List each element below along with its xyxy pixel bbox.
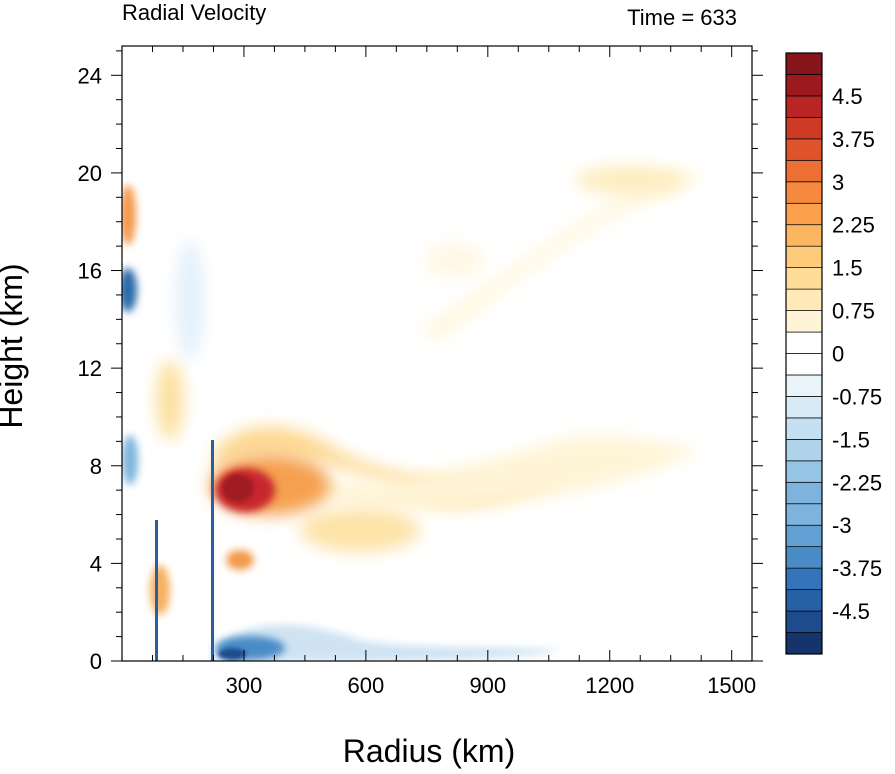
y-tick-label: 12 <box>78 356 102 381</box>
y-tick-label: 0 <box>90 649 102 674</box>
colorbar-bin <box>785 245 823 268</box>
colorbar-bin <box>785 74 823 97</box>
colorbar-bin <box>785 503 823 526</box>
colorbar-bin <box>785 95 823 118</box>
colorbar-bin <box>785 460 823 483</box>
field-inner-blue-mid <box>122 435 138 485</box>
colorbar-bin <box>785 567 823 590</box>
colorbar-bin <box>785 331 823 354</box>
field-inner-yellow <box>156 360 184 440</box>
colorbar-bin <box>785 589 823 612</box>
plot-border <box>121 45 753 662</box>
plot-area <box>122 46 752 661</box>
field-streak-2 <box>211 440 214 661</box>
colorbar-bin <box>785 396 823 419</box>
field-outflow-darkred <box>222 474 254 502</box>
colorbar-bin <box>785 52 823 75</box>
field-inflow-surface <box>210 624 560 661</box>
x-axis-ticks: 300 600 900 1200 1500 <box>151 46 756 698</box>
colorbar-label: 0.75 <box>832 299 875 324</box>
colorbar-bin <box>785 117 823 140</box>
colorbar-bin <box>785 374 823 397</box>
colorbar-label: 2.25 <box>832 213 875 238</box>
field-inner-blue-top <box>122 268 137 312</box>
field-inner-orange-low <box>150 565 170 615</box>
x-tick-label: 1200 <box>585 673 634 698</box>
y-tick-label: 16 <box>78 259 102 284</box>
chart-title-right: Time = 633 <box>627 5 737 30</box>
colorbar-border <box>785 52 823 655</box>
y-tick-label: 20 <box>78 161 102 186</box>
field-inflow-deep <box>218 648 246 660</box>
colorbar-bin <box>785 224 823 247</box>
colorbar-bin <box>785 202 823 226</box>
colorbar-bin <box>785 417 823 440</box>
colorbar-bin <box>785 310 823 333</box>
field-outflow-mid <box>300 508 420 552</box>
colorbar-label: -1.5 <box>832 427 870 452</box>
colorbar-bin <box>785 481 823 505</box>
y-axis-label: Height (km) <box>0 263 29 428</box>
colorbar-label: -0.75 <box>832 384 882 409</box>
field-outflow-outer <box>300 435 700 510</box>
colorbar-label: -3 <box>832 513 852 538</box>
x-axis-label: Radius (km) <box>343 733 515 769</box>
colorbar-label: 0 <box>832 342 844 367</box>
field-inner-orange-mid <box>226 550 254 570</box>
y-tick-label: 24 <box>78 63 102 88</box>
x-tick-label: 1500 <box>707 673 756 698</box>
x-tick-label: 300 <box>226 673 263 698</box>
colorbar-label: -4.5 <box>832 599 870 624</box>
colorbar-label: 3.75 <box>832 127 875 152</box>
colorbar-bin <box>785 353 823 376</box>
colorbar-bin <box>785 181 823 204</box>
y-tick-label: 8 <box>90 454 102 479</box>
colorbar-bin <box>785 138 823 161</box>
field-inner-lightblue <box>176 240 204 360</box>
colorbar-bin <box>785 267 823 290</box>
y-axis-ticks: 0 4 8 12 16 20 24 <box>78 50 763 674</box>
colorbar-label: 4.5 <box>832 84 863 109</box>
velocity-field <box>122 166 700 661</box>
field-streak-1 <box>155 520 158 661</box>
colorbar-bin <box>785 159 823 183</box>
colorbar: 4.5 3.75 3 2.25 1.5 0.75 0 -0.75 -1.5 -2.25 -3 -3.7… <box>785 52 882 655</box>
colorbar-bin <box>785 546 823 569</box>
colorbar-bin <box>785 524 823 548</box>
colorbar-label: -2.25 <box>832 470 882 495</box>
x-tick-label: 900 <box>469 673 506 698</box>
colorbar-label: -3.75 <box>832 556 882 581</box>
colorbar-label: 3 <box>832 170 844 195</box>
field-inner-orange-top <box>122 185 136 245</box>
colorbar-bin <box>785 632 823 655</box>
y-tick-label: 4 <box>90 551 102 576</box>
chart-title-left: Radial Velocity <box>122 0 266 25</box>
field-upper-outflow <box>420 171 700 340</box>
colorbar-bin <box>785 288 823 311</box>
colorbar-bin <box>785 610 823 633</box>
field-upper-streak <box>425 242 485 278</box>
colorbar-bin <box>785 439 823 462</box>
x-tick-label: 600 <box>348 673 385 698</box>
colorbar-label: 1.5 <box>832 256 863 281</box>
field-upper-outflow-core <box>575 166 685 194</box>
